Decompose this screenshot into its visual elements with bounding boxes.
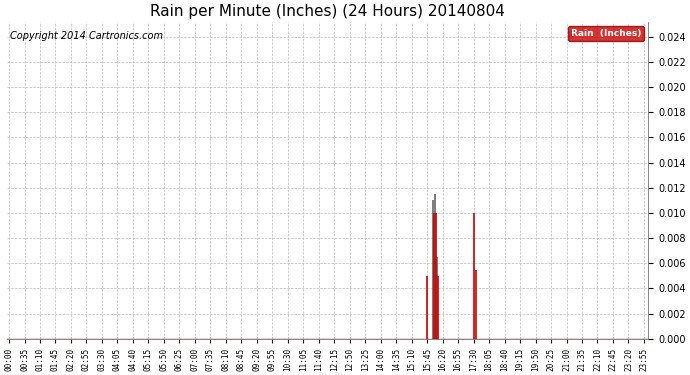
Text: Copyright 2014 Cartronics.com: Copyright 2014 Cartronics.com: [10, 31, 163, 41]
Title: Rain per Minute (Inches) (24 Hours) 20140804: Rain per Minute (Inches) (24 Hours) 2014…: [150, 4, 505, 19]
Legend: Rain  (Inches): Rain (Inches): [568, 26, 644, 40]
